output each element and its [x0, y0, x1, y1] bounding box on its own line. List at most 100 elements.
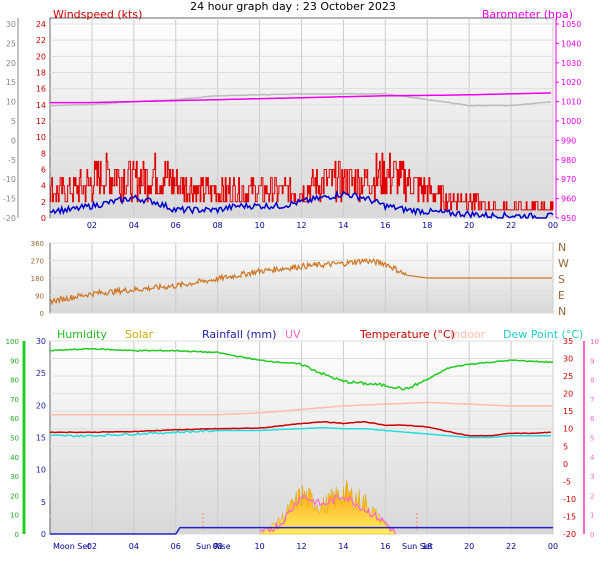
compass-tick: S: [558, 273, 565, 286]
outer-axis-tick: -20: [3, 214, 16, 223]
outer-axis-tick: 15: [6, 78, 16, 87]
humidity-tick: 50: [10, 435, 19, 443]
temperature-tick: 5: [563, 442, 568, 451]
temperature-tick: 15: [563, 407, 573, 416]
x-tick-label: 04: [129, 221, 139, 230]
uv-tick: 2: [590, 492, 594, 500]
barometer-tick: 1040: [561, 39, 581, 48]
outer-axis-tick: 25: [6, 39, 16, 48]
windspeed-tick: 16: [36, 85, 46, 94]
uv-line: [259, 494, 396, 535]
compass-tick: E: [558, 289, 565, 302]
humidity-tick: 80: [10, 377, 19, 385]
uv-tick: 6: [590, 415, 595, 423]
x-tick-label: 22: [506, 221, 516, 230]
temperature-tick: 30: [563, 355, 573, 364]
direction-degree-tick: 0: [40, 310, 44, 318]
temperature-tick: 25: [563, 372, 573, 381]
x-tick-label: 10: [254, 542, 264, 551]
x-tick-label: 06: [171, 221, 181, 230]
wind-baro-series: [49, 92, 554, 220]
temperature-series: [49, 347, 554, 535]
outer-axis-tick: 30: [6, 20, 16, 29]
direction-degree-tick: 90: [35, 293, 44, 301]
windspeed-tick: 12: [36, 117, 46, 126]
x-tick-label: 16: [380, 542, 390, 551]
windspeed-tick: 22: [36, 36, 46, 45]
barometer-tick: 990: [561, 136, 576, 145]
rainfall-tick: 30: [36, 337, 46, 346]
humidity-tick: 90: [10, 357, 19, 365]
windspeed-tick: 10: [36, 133, 46, 142]
direction-degree-tick: 360: [31, 240, 44, 248]
indoor-temperature-line: [50, 401, 553, 416]
temperature-axes: -20-15-10-505101520253035010203040506070…: [6, 337, 599, 551]
x-tick-label: 18: [422, 221, 432, 230]
x-tick-label: 04: [129, 542, 139, 551]
humidity-tick: 100: [6, 338, 19, 346]
temperature-tick: 20: [563, 390, 573, 399]
uv-tick: 7: [590, 396, 594, 404]
outer-axis-tick: -10: [3, 175, 16, 184]
moon-set-label: Moon Set: [53, 542, 90, 551]
windspeed-tick: 4: [41, 182, 46, 191]
compass-tick: N: [558, 241, 566, 254]
windspeed-tick: 14: [36, 101, 46, 110]
wind-direction-line: [49, 257, 552, 306]
outer-axis-tick: -15: [3, 195, 16, 204]
temperature-tick: -10: [563, 495, 576, 504]
windspeed-tick: 18: [36, 69, 46, 78]
barometer-tick: 1020: [561, 78, 581, 87]
rainfall-tick: 10: [36, 466, 46, 475]
temperature-tick: -20: [563, 530, 576, 539]
outer-axis-tick: 5: [11, 117, 16, 126]
x-tick-label: 08: [213, 542, 223, 551]
uv-tick: 8: [590, 377, 594, 385]
legend-humidity: Humidity: [57, 328, 107, 341]
windspeed-label: Windspeed (kts): [53, 8, 142, 21]
rainfall-tick: 0: [41, 530, 46, 539]
humidity-tick: 10: [10, 512, 19, 520]
humidity-tick: 60: [10, 415, 19, 423]
legend-uv: UV: [285, 328, 301, 341]
barometer-tick: 960: [561, 195, 576, 204]
uv-tick: 4: [590, 454, 595, 462]
legend-rainfall: Rainfall (mm): [202, 328, 276, 341]
uv-tick: 10: [590, 338, 599, 346]
x-tick-label: 02: [87, 221, 97, 230]
humidity-tick: 30: [10, 473, 19, 481]
rainfall-tick: 25: [36, 369, 46, 378]
x-tick-label: 08: [213, 221, 223, 230]
humidity-tick: 70: [10, 396, 19, 404]
rainfall-tick: 20: [36, 401, 46, 410]
x-tick-label: 20: [464, 221, 474, 230]
x-tick-label: 20: [464, 542, 474, 551]
compass-tick: N: [558, 305, 566, 318]
direction-degree-tick: 180: [31, 275, 44, 283]
windspeed-tick: 6: [41, 166, 46, 175]
x-tick-label: 16: [380, 221, 390, 230]
temperature-tick: -15: [563, 512, 576, 521]
legend-indoor: Indoor: [450, 328, 486, 341]
humidity-tick: 20: [10, 492, 19, 500]
uv-tick: 3: [590, 473, 594, 481]
barometer-tick: 1000: [561, 117, 581, 126]
outer-axis-tick: 20: [6, 59, 16, 68]
compass-tick: W: [558, 257, 569, 270]
x-tick-label: 18: [422, 542, 432, 551]
legend-dew-point: Dew Point (°C): [503, 328, 583, 341]
x-tick-label: 00: [548, 542, 558, 551]
windspeed-tick: 8: [41, 149, 46, 158]
sun-set-label: Sun Set: [402, 542, 433, 551]
temperature-tick: 10: [563, 425, 573, 434]
windspeed-tick: 0: [41, 214, 46, 223]
windspeed-tick: 24: [36, 20, 46, 29]
outer-axis-tick: 10: [6, 98, 16, 107]
barometer-tick: 970: [561, 175, 576, 184]
barometer-tick: 950: [561, 214, 576, 223]
temperature-tick: 0: [563, 460, 568, 469]
uv-tick: 0: [590, 531, 594, 539]
wind-direction-series: [49, 257, 552, 306]
x-tick-label: 14: [338, 221, 348, 230]
